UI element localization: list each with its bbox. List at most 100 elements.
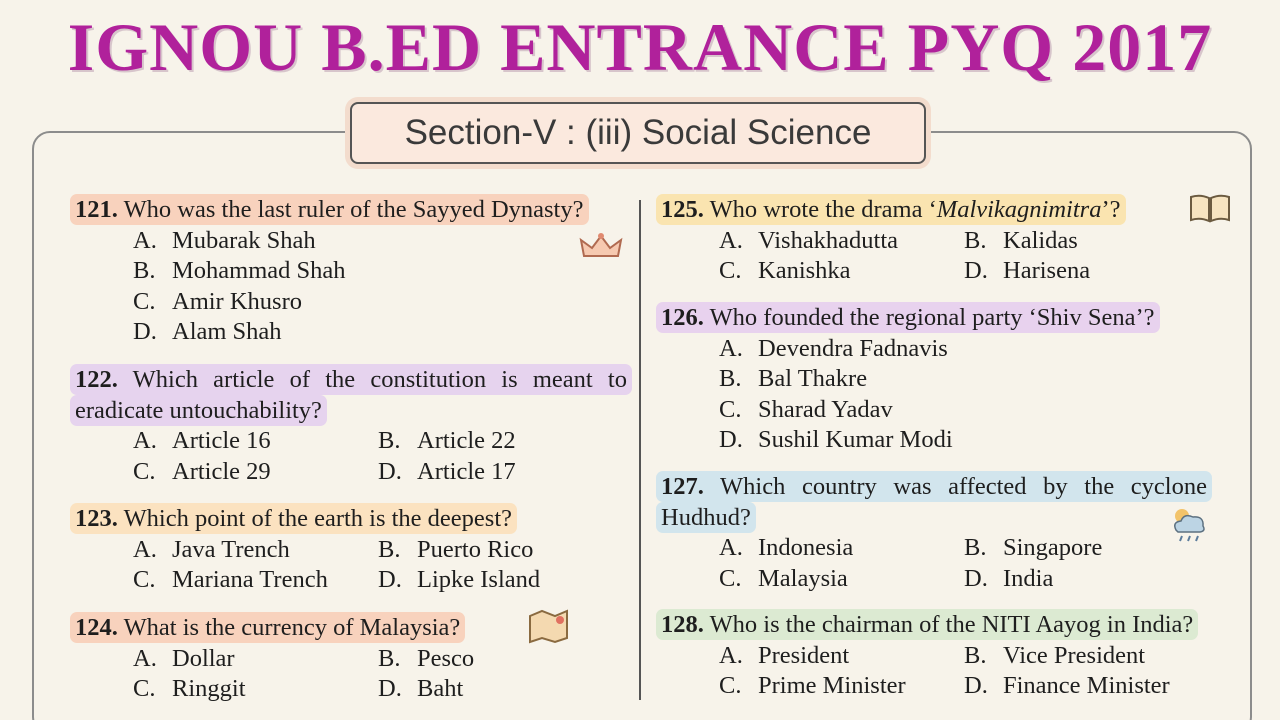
option: B. Mohammad Shah <box>133 256 632 287</box>
option-letter: B. <box>133 257 156 285</box>
option-text: Vice President <box>1003 641 1146 669</box>
option-letter: B. <box>964 641 987 669</box>
option: D. Alam Shah <box>133 317 632 348</box>
option-text: Vishakhadutta <box>758 226 899 254</box>
option: D. Lipke Island <box>378 565 632 596</box>
options: A. President B. Vice President C. Prime Minis… <box>656 641 1216 702</box>
options: A. Vishakhadutta B. Kalidas C. Kanishka D. Hari… <box>656 226 1196 287</box>
option-letter: C. <box>133 287 156 315</box>
option: A. Vishakhadutta <box>719 226 964 257</box>
option-letter: A. <box>133 427 157 455</box>
option: A. President <box>719 641 964 672</box>
option-letter: D. <box>378 457 402 485</box>
question-text: 127. Which country was affected by the c… <box>656 471 1212 533</box>
option: D. Harisena <box>964 256 1196 287</box>
options: A. Java Trench B. Puerto Rico C. Mariana Tren… <box>70 535 632 596</box>
question: 128. Who is the chairman of the NITI Aay… <box>656 609 1216 702</box>
option: B. Vice President <box>964 641 1216 672</box>
option: C. Article 29 <box>133 457 378 488</box>
question-text: 121. Who was the last ruler of the Sayye… <box>70 194 632 226</box>
option-text: Article 29 <box>172 457 271 485</box>
option-letter: D. <box>133 318 157 346</box>
question-number: 124. <box>75 614 118 641</box>
option-text: Baht <box>417 675 464 703</box>
option-text: Dollar <box>172 644 235 672</box>
option-letter: A. <box>719 226 743 254</box>
option-text: Pesco <box>417 644 475 672</box>
options: A. Dollar B. Pesco C. Ringgit D. Baht <box>70 644 590 705</box>
option-text: Ringgit <box>172 675 246 703</box>
option-letter: A. <box>133 226 157 254</box>
question: 121. Who was the last ruler of the Sayye… <box>70 194 632 348</box>
question-text: 122. Which article of the constitution i… <box>70 364 632 426</box>
option-letter: C. <box>719 564 742 592</box>
question-text-part: Who was the last ruler of the Sayyed Dyn… <box>123 196 584 223</box>
option-text: President <box>758 641 850 669</box>
option-text: India <box>1003 564 1054 592</box>
option-text: Mariana Trench <box>172 566 328 594</box>
option-text: Amir Khusro <box>172 287 302 315</box>
question-number: 128. <box>661 611 704 638</box>
title: IGNOU B.ED ENTRANCE PYQ 2017 <box>67 9 1213 85</box>
question-text-part: Who wrote the drama ‘ <box>709 196 937 223</box>
option: C. Malaysia <box>719 564 964 595</box>
option-letter: A. <box>133 644 157 672</box>
options: A. Article 16 B. Article 22 C. Article 29 D. Ar… <box>70 426 632 487</box>
option-letter: A. <box>719 334 743 362</box>
option-text: Java Trench <box>172 535 290 563</box>
option-text: Sharad Yadav <box>758 395 893 423</box>
book-icon <box>1190 194 1230 223</box>
option: D. Finance Minister <box>964 671 1216 702</box>
question-highlight: 123. Which point of the earth is the dee… <box>70 503 518 534</box>
question-text-part: Who is the chairman of the NITI Aayog in… <box>709 611 1194 638</box>
option: A. Indonesia <box>719 533 964 564</box>
question-highlight: 128. Who is the chairman of the NITI Aay… <box>656 609 1199 640</box>
option: C. Kanishka <box>719 256 964 287</box>
option-letter: B. <box>378 644 401 672</box>
option-letter: A. <box>719 534 743 562</box>
question-text: 124. What is the currency of Malaysia? <box>70 612 590 644</box>
option: B. Puerto Rico <box>378 535 632 566</box>
cloud-icon <box>1174 509 1205 542</box>
option-letter: C. <box>719 395 742 423</box>
option: A. Devendra Fadnavis <box>719 334 1216 365</box>
question-number: 126. <box>661 304 704 331</box>
option-text: Prime Minister <box>758 672 906 700</box>
option: C. Amir Khusro <box>133 287 632 318</box>
question-highlight: 121. Who was the last ruler of the Sayye… <box>70 194 589 225</box>
option: B. Kalidas <box>964 226 1196 257</box>
option-text: Bal Thakre <box>758 365 868 393</box>
question-text-part: Who founded the regional party ‘Shiv Sen… <box>709 304 1155 331</box>
option: A. Mubarak Shah <box>133 226 632 257</box>
option-letter: C. <box>719 672 742 700</box>
question-text-part: ’? <box>1101 196 1121 223</box>
question-highlight: 122. Which article of the constitution i… <box>70 364 632 426</box>
option: B. Article 22 <box>378 426 632 457</box>
question-text-part: Which article of the constitution is mea… <box>75 366 627 424</box>
option: D. Sushil Kumar Modi <box>719 425 1216 456</box>
option-text: Kalidas <box>1003 226 1078 254</box>
question-highlight: 126. Who founded the regional party ‘Shi… <box>656 302 1160 333</box>
option-text: Malaysia <box>758 564 848 592</box>
question-highlight: 124. What is the currency of Malaysia? <box>70 612 466 643</box>
option: D. India <box>964 564 1212 595</box>
option-text: Finance Minister <box>1003 672 1170 700</box>
question-text-part: Malvikagnimitra <box>936 196 1102 223</box>
option-letter: B. <box>378 427 401 455</box>
option-letter: B. <box>964 226 987 254</box>
question-text: 123. Which point of the earth is the dee… <box>70 503 632 535</box>
question-text-part: Which point of the earth is the deepest? <box>123 505 513 532</box>
option: D. Baht <box>378 674 590 705</box>
option-letter: C. <box>719 257 742 285</box>
option-text: Mubarak Shah <box>172 226 316 254</box>
question-text-part: Which country was affected by the cyclon… <box>661 473 1207 531</box>
option-text: Lipke Island <box>417 566 541 594</box>
question: 127. Which country was affected by the c… <box>656 471 1212 595</box>
option-text: Sushil Kumar Modi <box>758 426 953 454</box>
question: 125. Who wrote the drama ‘Malvikagnimitr… <box>656 194 1196 287</box>
option-text: Mohammad Shah <box>172 257 346 285</box>
options: A. Mubarak Shah B. Mohammad Shah C. Amir Khus… <box>70 226 632 348</box>
question: 124. What is the currency of Malaysia? A.… <box>70 612 590 705</box>
question-text: 128. Who is the chairman of the NITI Aay… <box>656 609 1216 641</box>
option-text: Article 17 <box>417 457 516 485</box>
